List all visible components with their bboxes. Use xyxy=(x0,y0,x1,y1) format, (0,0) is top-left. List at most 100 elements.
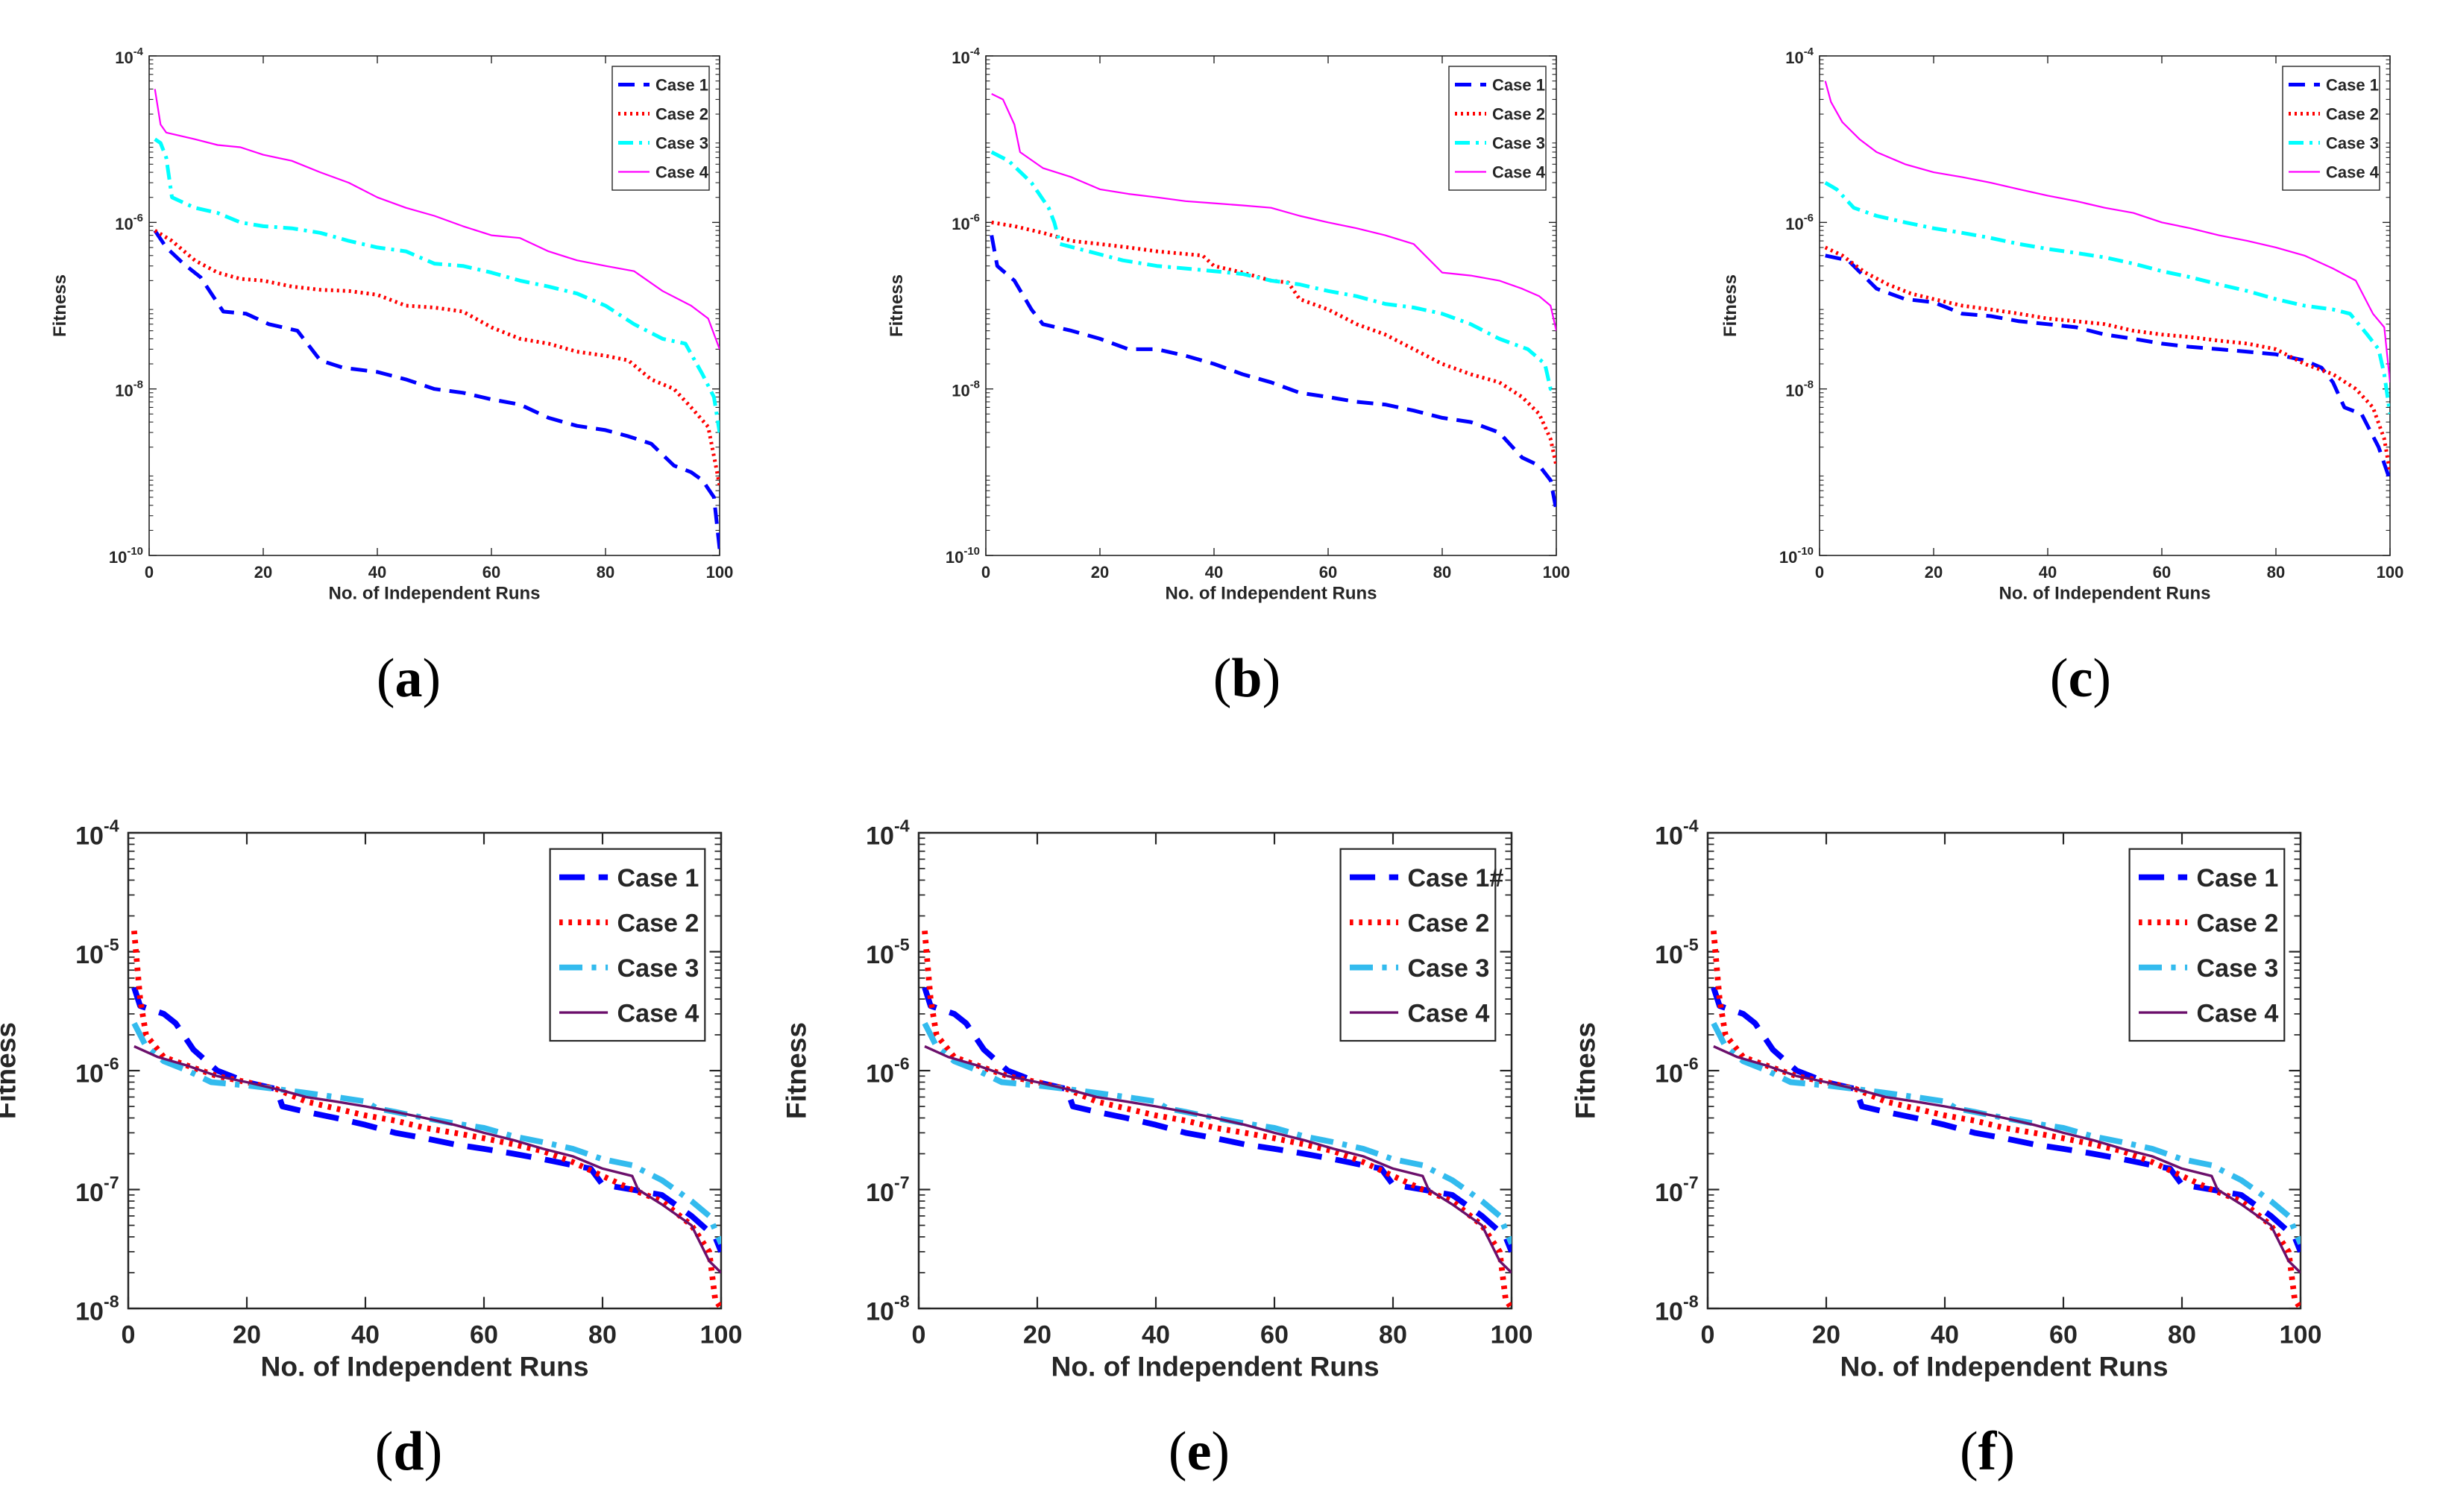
x-axis-label: No. of Independent Runs xyxy=(260,1351,588,1382)
x-tick-label: 0 xyxy=(981,563,990,582)
x-tick-label: 60 xyxy=(2153,563,2171,582)
series-line-case-1 xyxy=(922,986,1512,1253)
x-tick-label: 100 xyxy=(1491,1321,1533,1349)
legend-label-case-2: Case 2 xyxy=(1408,910,1490,938)
series-group xyxy=(922,930,1512,1308)
chart-panel-d: 0 20 40 60 80 100 10-8 10-7 10-6 10-5 10-4 No. of I… xyxy=(0,816,742,1382)
series-line-case-4 xyxy=(1824,81,2390,382)
legend-label-case-3: Case 3 xyxy=(2197,954,2279,983)
legend-label-case-3: Case 3 xyxy=(617,954,699,983)
x-tick-label: 0 xyxy=(1701,1321,1715,1349)
x-tick-label: 0 xyxy=(1815,563,1824,582)
chart-panel-a: 0 20 40 60 80 100 10-10 10-8 10-6 10-4 No. of Inde… xyxy=(50,45,733,604)
legend-label-case-1: Case 1# xyxy=(1408,864,1504,892)
x-tick-label: 60 xyxy=(470,1321,498,1349)
legend: Case 1 Case 2 Case 3 Case 4 xyxy=(549,848,706,1042)
series-line-case-1 xyxy=(153,229,720,549)
chart-panel-f: 0 20 40 60 80 100 10-8 10-7 10-6 10-5 10-4 No. of I… xyxy=(1569,816,2321,1382)
series-line-case-1 xyxy=(990,235,1556,511)
y-tick-label: 10-10 xyxy=(946,545,980,567)
legend-label-case-3: Case 3 xyxy=(1492,134,1545,153)
legend-box xyxy=(2282,66,2380,191)
legend-box xyxy=(1339,848,1497,1042)
x-axis-label: No. of Independent Runs xyxy=(1166,583,1377,603)
x-tick-label: 60 xyxy=(2049,1321,2078,1349)
panel-caption-d: (d) xyxy=(374,1421,443,1482)
x-tick-label: 80 xyxy=(2168,1321,2196,1349)
x-axis-label: No. of Independent Runs xyxy=(1840,1351,2168,1382)
x-tick-label: 20 xyxy=(1925,563,1943,582)
x-tick-label: 100 xyxy=(706,563,734,582)
y-tick-label: 10-8 xyxy=(1785,379,1814,400)
y-tick-label: 10-8 xyxy=(75,1291,119,1326)
series-line-case-1 xyxy=(131,986,721,1253)
y-tick-label: 10-8 xyxy=(1655,1291,1699,1326)
panel-caption-label-d: d xyxy=(393,1421,424,1482)
panel-caption-a: (a) xyxy=(376,648,441,709)
legend-box xyxy=(2128,848,2286,1042)
x-tick-label: 80 xyxy=(597,563,614,582)
series-line-case-2 xyxy=(154,229,720,486)
y-axis-label: Fitness xyxy=(1720,274,1741,337)
x-tick-label: 0 xyxy=(145,563,154,582)
y-tick-label: 10-6 xyxy=(952,212,980,233)
legend-box xyxy=(1448,66,1547,191)
y-tick-label: 10-7 xyxy=(1655,1173,1699,1207)
legend: Case 1# Case 2 Case 3 Case 4 xyxy=(1339,848,1504,1042)
y-tick-label: 10-6 xyxy=(1655,1053,1699,1088)
series-line-case-4 xyxy=(1713,1045,2301,1274)
y-tick-label: 10-4 xyxy=(75,816,119,850)
x-tick-label: 40 xyxy=(351,1321,380,1349)
x-tick-label: 40 xyxy=(2039,563,2057,582)
panel-caption-e: (e) xyxy=(1168,1421,1230,1482)
x-tick-label: 80 xyxy=(1379,1321,1407,1349)
x-tick-label: 100 xyxy=(700,1321,743,1349)
x-tick-label: 60 xyxy=(482,563,500,582)
legend-label-case-4: Case 4 xyxy=(655,163,709,182)
series-group xyxy=(131,930,721,1308)
x-tick-label: 100 xyxy=(1543,563,1570,582)
legend-label-case-4: Case 4 xyxy=(2197,999,2279,1027)
x-tick-label: 20 xyxy=(254,563,272,582)
x-tick-label: 40 xyxy=(368,563,386,582)
x-tick-label: 20 xyxy=(1091,563,1109,582)
y-tick-label: 10-7 xyxy=(75,1173,119,1207)
legend-label-case-4: Case 4 xyxy=(617,999,699,1027)
x-tick-label: 0 xyxy=(912,1321,926,1349)
legend-label-case-3: Case 3 xyxy=(2326,134,2379,153)
series-line-case-3 xyxy=(154,137,720,433)
legend-label-case-4: Case 4 xyxy=(2326,163,2380,182)
y-tick-label: 10-4 xyxy=(866,816,910,850)
y-tick-label: 10-8 xyxy=(115,379,143,400)
series-group xyxy=(1711,930,2301,1308)
y-tick-label: 10-10 xyxy=(1779,545,1814,567)
legend-label-case-2: Case 2 xyxy=(655,105,708,124)
x-tick-label: 100 xyxy=(2377,563,2404,582)
legend-label-case-2: Case 2 xyxy=(1492,105,1545,124)
x-tick-label: 20 xyxy=(233,1321,261,1349)
series-group xyxy=(153,89,720,549)
series-line-case-4 xyxy=(924,1045,1512,1274)
x-tick-label: 60 xyxy=(1260,1321,1289,1349)
legend: Case 1 Case 2 Case 3 Case 4 xyxy=(2282,66,2380,191)
legend-label-case-1: Case 1 xyxy=(2197,864,2279,892)
x-tick-label: 40 xyxy=(1931,1321,1959,1349)
x-tick-label: 20 xyxy=(1812,1321,1840,1349)
legend-label-case-3: Case 3 xyxy=(655,134,708,153)
legend-label-case-1: Case 1 xyxy=(1492,76,1545,95)
legend-label-case-1: Case 1 xyxy=(655,76,708,95)
x-tick-label: 0 xyxy=(122,1321,136,1349)
series-line-case-3 xyxy=(1711,1021,2301,1245)
y-tick-label: 10-5 xyxy=(1655,935,1699,969)
y-tick-label: 10-6 xyxy=(1785,212,1814,233)
legend-label-case-2: Case 2 xyxy=(2326,105,2379,124)
legend-label-case-4: Case 4 xyxy=(1408,999,1490,1027)
y-tick-label: 10-8 xyxy=(866,1291,910,1326)
x-tick-label: 20 xyxy=(1023,1321,1051,1349)
y-tick-label: 10-6 xyxy=(866,1053,910,1088)
chart-panel-b: 0 20 40 60 80 100 10-10 10-8 10-6 10-4 No. of Inde… xyxy=(887,45,1570,604)
y-tick-label: 10-10 xyxy=(109,545,143,567)
panel-caption-b: (b) xyxy=(1213,648,1281,709)
x-axis-label: No. of Independent Runs xyxy=(329,583,541,603)
series-line-case-4 xyxy=(154,89,720,350)
